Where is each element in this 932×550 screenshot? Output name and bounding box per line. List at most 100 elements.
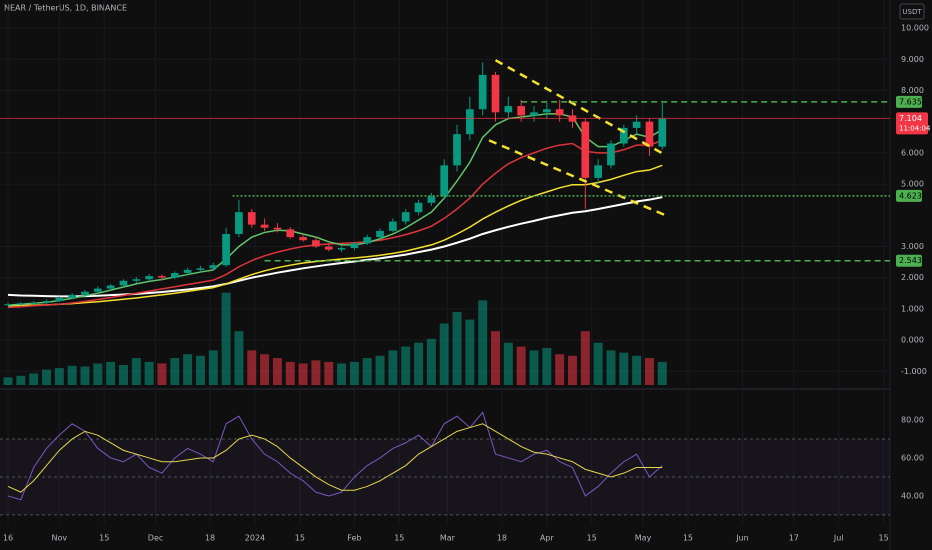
candle-body [645,121,654,147]
candle-body [619,127,628,144]
candle-body [401,212,410,222]
volume-bar [375,355,385,385]
x-tick-label: 18 [205,534,215,543]
candle-body [299,237,307,241]
candle-body [658,118,667,147]
y-tick-label: 0.000 [901,336,924,345]
currency-label[interactable]: USDT [902,8,922,16]
candle-body [350,243,359,249]
y-tick-label: 10.000 [901,24,929,33]
moving-average [7,196,663,298]
volume-bar [349,361,359,385]
candle-body [363,237,372,244]
x-tick-label: 15 [295,534,305,543]
candle-body [29,302,38,304]
candle-body [222,233,230,266]
volume-bar [580,331,590,385]
volume-bar [632,355,642,385]
candle-body [247,212,256,225]
rsi-tick-label: 80.00 [901,415,924,424]
y-tick-label: 8.000 [901,86,924,95]
level-label: 4.623 [899,191,922,200]
candle-body [16,303,25,305]
candle-body [132,279,141,281]
rsi-tick-label: 60.00 [901,453,924,462]
x-tick-label: Mar [440,534,456,543]
volume-bar [555,354,565,385]
y-tick-label: 5.000 [901,180,924,189]
volume-bar [298,363,308,385]
volume-bar [93,363,103,385]
candle-body [542,109,551,113]
volume-bar [362,358,372,385]
candle-body [632,121,641,128]
symbol-title: NEAR / TetherUS, 1D, BINANCE [4,4,127,13]
volume-bar [208,350,218,385]
volume-bar [388,350,398,385]
candle-body [81,291,89,295]
candle-body [581,121,590,178]
candle-body [504,106,513,113]
candle-body [158,276,166,278]
volume-bar [606,350,616,385]
volume-bar [29,373,39,385]
volume-bar [414,342,424,385]
candle-body [440,165,449,197]
volume-bar [195,355,205,385]
x-tick-label: 15 [878,534,888,543]
moving-average [7,164,663,307]
volume-bar [311,360,321,385]
candle-body [324,246,333,250]
volume-bar [106,361,116,385]
last-price-label: 7.104 [899,114,922,123]
volume-bar [67,365,77,385]
candle-body [312,240,320,247]
x-tick-label: 15 [683,534,693,543]
candle-body [517,106,526,116]
currency-button[interactable] [899,3,925,20]
x-tick-label: Feb [347,534,361,543]
volume-bar [3,377,13,385]
last-price-tag [896,112,928,135]
volume-bar [478,300,488,385]
candle-body [260,224,269,228]
volume-bar [401,346,411,385]
candle-body [93,288,102,292]
level-tag [896,189,922,202]
candle-body [594,165,602,178]
candle-body [68,294,77,298]
volume-bar [144,361,154,385]
candle-body [196,268,205,270]
rsi-ma-line [7,423,663,493]
candle-body [106,285,115,289]
volume-bar [516,346,526,385]
volume-bar [337,363,347,385]
volume-bar [593,342,603,385]
level-tag [896,95,922,108]
candle-body [4,304,12,306]
candle-body [145,276,153,280]
volume-bar [221,292,231,385]
volume-bar [542,348,552,385]
trendline [494,59,667,157]
y-tick-label: 1.000 [901,304,924,313]
candle-body [337,248,346,250]
y-tick-label: -1.000 [901,367,927,376]
countdown-label: 11:04:04 [899,124,931,132]
volume-bar [170,358,180,385]
candle-body [466,109,474,135]
volume-bar [465,319,475,385]
x-tick-label: 17 [789,534,799,543]
y-tick-label: 6.000 [901,148,924,157]
y-tick-label: 3.000 [901,242,924,251]
level-label: 7.635 [899,97,922,106]
candle-body [414,202,423,213]
candle-body [555,109,564,116]
candle-body [183,269,192,273]
candle-body [235,212,243,234]
volume-bar [16,375,26,385]
volume-bar [42,369,51,385]
candle-body [491,74,500,113]
x-tick-label: Nov [52,534,68,543]
volume-bar [157,363,167,385]
